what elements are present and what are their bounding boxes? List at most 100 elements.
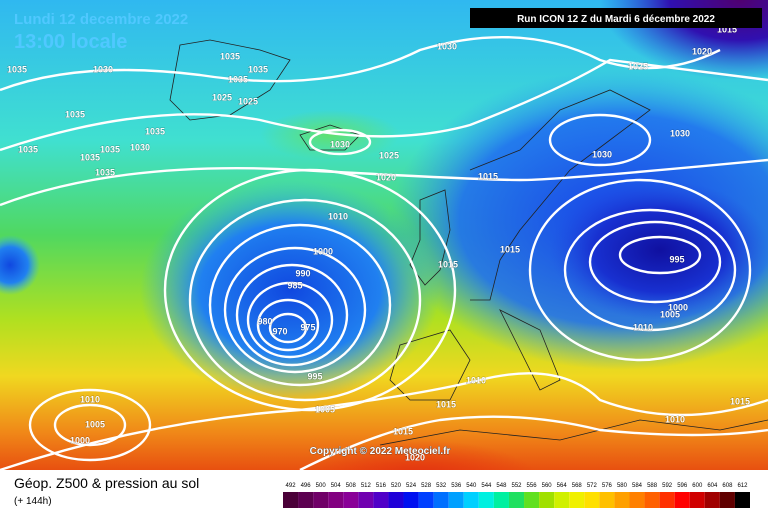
colorbar-label: 560 — [542, 483, 553, 489]
isobar-label: 1035 — [95, 167, 115, 177]
colorbar-label: 536 — [451, 483, 462, 489]
colorbar-swatch — [674, 492, 690, 508]
colorbar-swatch — [328, 492, 344, 508]
isobar-label: 1035 — [220, 51, 240, 61]
isobar-label: 1030 — [130, 142, 150, 152]
isobar-label: 1015 — [478, 171, 498, 181]
isobars — [0, 35, 768, 472]
isobar-label: 1025 — [212, 92, 232, 102]
colorbar-label: 516 — [376, 483, 387, 489]
isobar-label: 1030 — [330, 139, 350, 149]
isobar-label: 1035 — [18, 144, 38, 154]
isobar-label: 1030 — [592, 149, 612, 159]
colorbar-swatch — [508, 492, 525, 508]
isobar-label: 980 — [257, 316, 272, 326]
colorbar-swatch — [539, 492, 555, 508]
colorbar-label: 508 — [346, 483, 357, 489]
isobar-label: 1035 — [248, 64, 268, 74]
isobar-label: 1025 — [628, 61, 648, 71]
colorbar-label: 512 — [361, 483, 372, 489]
isobar-label: 1015 — [393, 426, 413, 436]
isobar-label: 1035 — [228, 74, 248, 84]
colorbar-label: 588 — [647, 483, 658, 489]
isobar-label: 1005 — [315, 404, 335, 414]
colorbar-label: 504 — [331, 483, 342, 489]
z500-field — [140, 180, 440, 400]
colorbar-swatch — [614, 492, 630, 508]
isobar-label: 1005 — [85, 419, 105, 429]
isobar-label: 1010 — [80, 394, 100, 404]
colorbar-swatch — [629, 492, 645, 508]
colorbar: 492 496 500 504 508 512 516 520 524 528 532 536 540 5… — [283, 483, 750, 508]
isobar-label: 1035 — [80, 152, 100, 162]
isobar-label: 1035 — [145, 126, 165, 136]
colorbar-swatch — [298, 492, 314, 508]
isobar-label: 1035 — [7, 64, 27, 74]
colorbar-swatch — [283, 492, 299, 508]
colorbar-label: 600 — [692, 483, 703, 489]
colorbar-label: 580 — [617, 483, 628, 489]
isobar-label: 975 — [300, 322, 315, 332]
colorbar-swatch — [524, 492, 540, 508]
colorbar-swatch — [403, 492, 419, 508]
colorbar-swatch — [554, 492, 570, 508]
colorbar-label: 500 — [316, 483, 327, 489]
colorbar-swatch — [373, 492, 389, 508]
isobar-label: 1015 — [717, 24, 737, 34]
colorbar-swatch — [599, 492, 615, 508]
isobar-label: 995 — [669, 254, 684, 264]
colorbar-label: 544 — [481, 483, 492, 489]
isobar-label: 995 — [307, 371, 322, 381]
colorbar-label: 528 — [421, 483, 432, 489]
footer-title: Géop. Z500 & pression au sol — [14, 475, 199, 491]
isobar-label: 1020 — [405, 452, 425, 462]
colorbar-label: 604 — [707, 483, 718, 489]
isobar-label: 1030 — [437, 41, 457, 51]
isobar-label: 1015 — [500, 244, 520, 254]
colorbar-label: 520 — [391, 483, 402, 489]
colorbar-label: 548 — [496, 483, 507, 489]
colorbar-swatch — [313, 492, 329, 508]
isobar-label: 1015 — [730, 396, 750, 406]
isobar-label-layer: 1035 103010351035103510251025103510351035… — [6, 24, 750, 463]
isobar-label: 1020 — [376, 172, 396, 182]
isobar-label: 1000 — [313, 246, 333, 256]
isobar-label: 1035 — [65, 109, 85, 119]
colorbar-label: 608 — [722, 483, 733, 489]
colorbar-swatch — [569, 492, 585, 508]
colorbar-swatch — [343, 492, 359, 508]
colorbar-label: 496 — [301, 483, 312, 489]
colorbar-swatch — [463, 492, 479, 508]
colorbar-swatch — [689, 492, 705, 508]
time: 13:00 locale — [14, 31, 127, 53]
date: Lundi 12 decembre 2022 — [14, 11, 188, 28]
isobar-label: 1010 — [466, 375, 486, 385]
copyright: Copyright © 2022 Meteociel.fr — [310, 446, 451, 457]
colorbar-swatch — [584, 492, 600, 508]
isobar-label: 1005 — [660, 309, 680, 319]
colorbar-label: 524 — [406, 483, 417, 489]
isobar-label: 1000 — [70, 435, 90, 445]
isobar-label: 1025 — [238, 96, 258, 106]
coastlines — [169, 39, 768, 446]
isobar-label: 970 — [272, 326, 287, 336]
run-box — [470, 8, 762, 28]
colorbar-swatch — [358, 492, 374, 508]
colorbar-swatch — [644, 492, 660, 508]
colorbar-label: 556 — [527, 483, 538, 489]
colorbar-swatch — [719, 492, 735, 508]
z500-field — [0, 235, 40, 295]
colorbar-label: 492 — [286, 483, 297, 489]
colorbar-label: 612 — [737, 483, 748, 489]
colorbar-label: 596 — [677, 483, 688, 489]
z500-field — [550, 180, 768, 320]
isobar-label: 985 — [287, 280, 302, 290]
colorbar-label: 592 — [662, 483, 673, 489]
colorbar-swatch — [704, 492, 720, 508]
isobar-label: 990 — [295, 268, 310, 278]
colorbar-swatch — [478, 492, 494, 508]
isobar-label: 1000 — [668, 302, 688, 312]
isobar-label: 1010 — [328, 211, 348, 221]
